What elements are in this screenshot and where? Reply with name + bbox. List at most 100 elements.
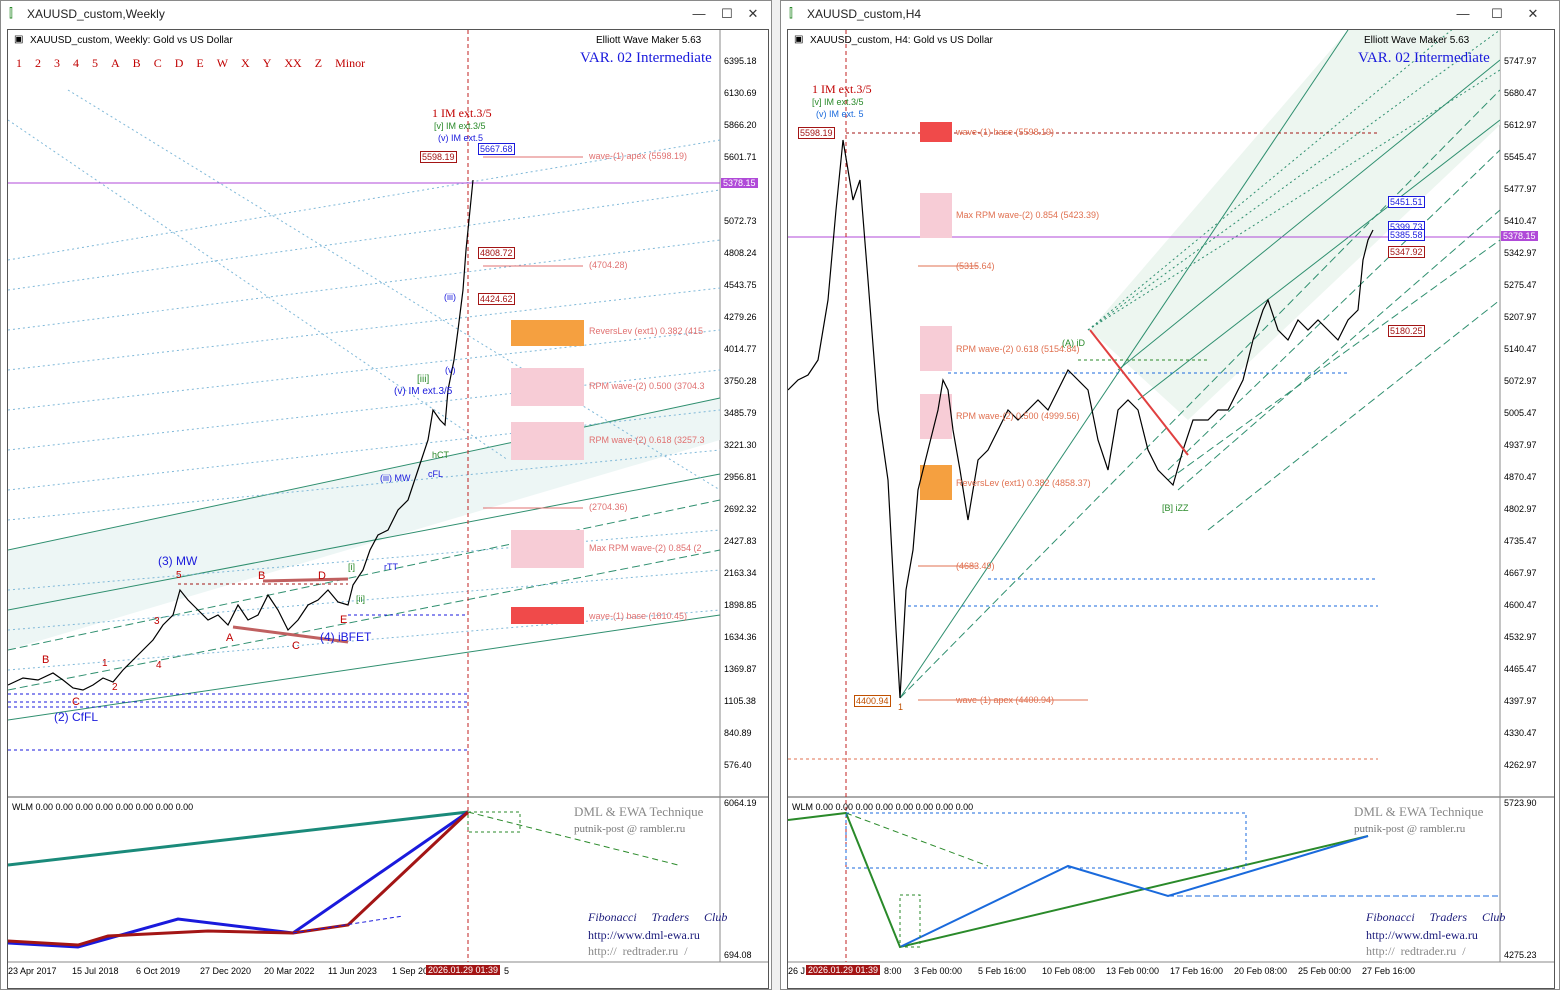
price-tick: 6130.69 [724,88,757,98]
fib-fan-lines [899,30,1501,699]
wave-btn-1[interactable]: 1 [16,56,22,70]
wave-num-4: 4 [156,660,162,671]
wave-btn-x[interactable]: X [241,56,250,70]
ind-tick-top: 5723.90 [1504,798,1537,808]
price-tick: 4937.97 [1504,440,1537,450]
price-tick: 3221.30 [724,440,757,450]
dml-title: DML & EWA Technique [574,804,704,819]
current-price-label: 5378.15 [1501,231,1538,241]
apex-annotation: wave-(1) apex (4400.94) [956,695,1055,705]
minimize-button[interactable]: — [692,6,706,21]
wave-num-3: 3 [154,616,160,627]
wave-btn-y[interactable]: Y [262,56,272,70]
close-button[interactable]: ✕ [1527,6,1539,21]
time-tick: 13 Feb 00:00 [1106,966,1160,976]
wave-btn-minor[interactable]: Minor [335,56,366,70]
wave-hct: hCT [432,450,450,460]
wave-3-mw: (3) MW [158,554,198,568]
apex-price-box: 5598.19 [798,127,835,139]
apex-annotation: wave-(1) apex (5598.19) [589,151,688,161]
h4-chart-svg [788,30,1554,963]
wave-label-top3: (v) IM ext.5 [438,133,484,143]
wave-e: E [340,614,348,626]
wave-iii-paren: (iii) [444,292,456,302]
price-tick: 1898.85 [724,600,757,610]
ewm-version: Elliott Wave Maker 5.63 [1364,35,1470,46]
price-tick: 2163.34 [724,568,757,578]
ewm-version: Elliott Wave Maker 5.63 [596,35,702,46]
minimize-button[interactable]: — [1456,6,1470,21]
zone-maxrpm [920,193,952,238]
maximize-button[interactable]: ☐ [1491,6,1503,21]
wave-btn-3[interactable]: 3 [54,56,60,70]
wave-num-1: 1 [102,658,108,669]
wave-btn-b[interactable]: B [132,56,141,70]
wave-4-ibfet: (4) iBFET [320,630,372,644]
club-text: Fibonacci Traders Club [588,910,728,924]
var-label: VAR. 02 Intermediate [1358,50,1490,66]
maximize-button[interactable]: ☐ [721,6,733,21]
base-annotation: wave-(1) base (5598.19) [956,127,1055,137]
price-tick: 4330.47 [1504,728,1537,738]
wave-bizz: [B] iZZ [1162,503,1189,513]
fib-channel-lines [8,397,721,721]
time-tick: 3 Feb 00:00 [914,966,963,976]
close-button[interactable]: ✕ [747,6,759,21]
time-tick: 17 Feb 16:00 [1170,966,1224,976]
price-tick: 5275.47 [1504,280,1537,290]
chart-icon: ▣ [14,34,24,45]
time-tick: 20 Feb 08:00 [1234,966,1288,976]
main-chart-area[interactable]: ▣ XAUUSD_custom, H4: Gold vs US Dollar E… [787,29,1555,989]
url-dml[interactable]: http://www.dml-ewa.ru [1366,928,1478,942]
price-tick: 4667.97 [1504,568,1537,578]
h4-chart-window[interactable]: ⫿ XAUUSD_custom,H4 — ☐ ✕ [780,0,1560,990]
main-chart-area[interactable]: ▣ XAUUSD_custom, Weekly: Gold vs US Doll… [7,29,769,989]
time-tick: 1 Sep 20 [392,966,429,976]
wlm-indicator [788,811,1500,949]
wave-btn-5[interactable]: 5 [92,56,98,70]
wave-one: 1 [898,702,904,712]
level1-annotation: (4704.28) [589,260,628,270]
time-tick: 11 Jun 2023 [328,966,377,976]
price-tick: 4465.47 [1504,664,1537,674]
wave-label-top2: [v] IM ext.3/5 [434,121,486,131]
price-tick: 5207.97 [1504,312,1537,322]
price-tick: 4808.24 [724,248,757,258]
high-price-box: 5667.68 [478,143,515,155]
price-tick: 5410.47 [1504,216,1537,226]
wave-degree-toolbar[interactable]: 1 2 3 4 5 A B C D E W X Y XX Z Minor [16,54,378,72]
zone-rpm618 [511,422,584,460]
wave-btn-c[interactable]: C [153,56,162,70]
zone-maxrpm [511,530,584,568]
wave-a: A [226,632,234,644]
time-tick: 10 Feb 08:00 [1042,966,1096,976]
window-titlebar[interactable]: ⫿ XAUUSD_custom,H4 — ☐ ✕ [781,1,1559,27]
weekly-chart-window[interactable]: ⫿ XAUUSD_custom,Weekly — ☐ ✕ [0,0,772,990]
url-redtrader[interactable]: http:// redtrader.ru / [1366,944,1466,958]
window-titlebar[interactable]: ⫿ XAUUSD_custom,Weekly — ☐ ✕ [1,1,771,27]
wave-btn-w[interactable]: W [216,56,229,70]
wave-btn-2[interactable]: 2 [35,56,41,70]
wave-btn-4[interactable]: 4 [73,56,79,70]
price-tick: 4735.47 [1504,536,1537,546]
wave-btn-z[interactable]: Z [314,56,323,70]
url-dml[interactable]: http://www.dml-ewa.ru [588,928,700,942]
zone-reverslev [920,465,952,500]
price-tick: 840.89 [724,728,752,738]
price-tick: 5601.71 [724,152,757,162]
url-redtrader[interactable]: http:// redtrader.ru / [588,944,688,958]
zone-reverslev [511,320,584,346]
wave-btn-a[interactable]: A [111,56,120,70]
wave-b-left: B [42,654,50,666]
wave-btn-xx[interactable]: XX [284,56,302,70]
wave-btn-d[interactable]: D [174,56,184,70]
wave-v-paren: (v) [445,365,456,375]
wave-btn-e[interactable]: E [196,56,204,70]
price-tick: 5612.97 [1504,120,1537,130]
price-tick: 1105.38 [724,696,756,706]
zone-rpm500 [511,368,584,406]
weekly-chart-svg [8,30,768,963]
var-label: VAR. 02 Intermediate [580,50,712,66]
price-tick: 4543.75 [724,280,757,290]
price-tick: 2692.32 [724,504,757,514]
